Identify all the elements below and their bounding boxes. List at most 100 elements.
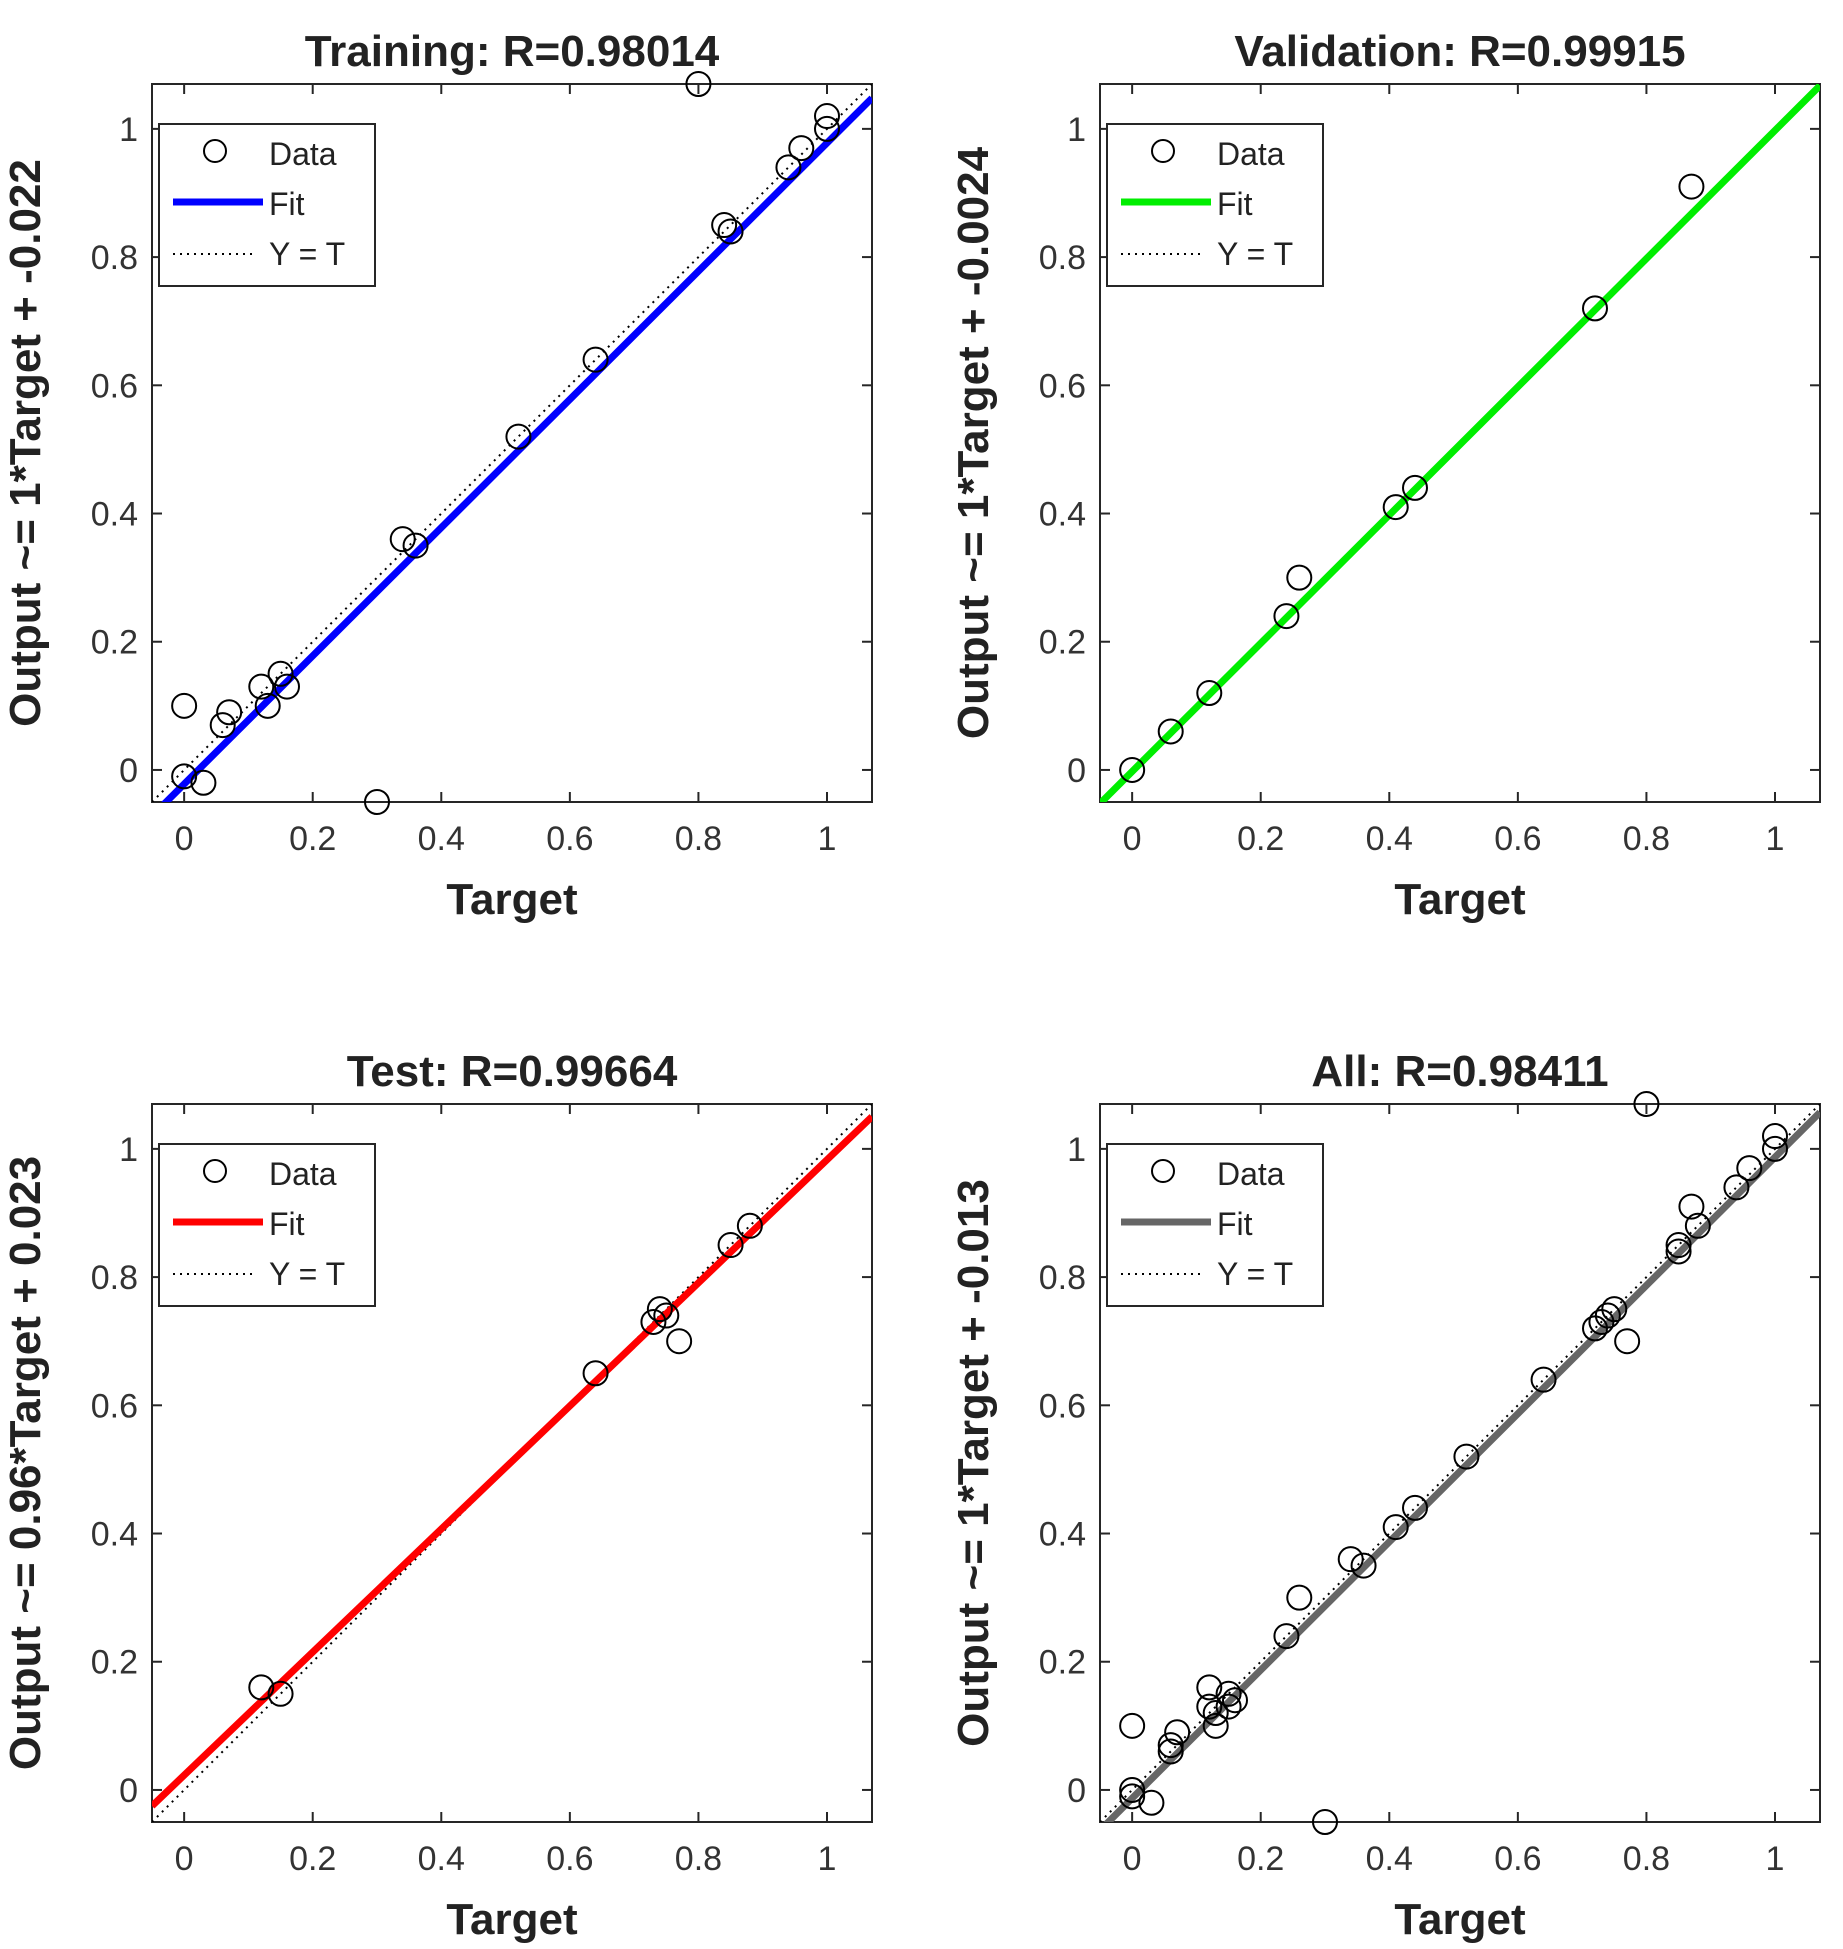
legend-label: Fit xyxy=(269,186,305,222)
legend-label: Data xyxy=(1217,1156,1285,1192)
legend-label: Y = T xyxy=(1217,1256,1293,1292)
y-tick-label: 0.6 xyxy=(91,1387,138,1425)
data-point xyxy=(1601,1296,1628,1323)
data-point xyxy=(1530,1366,1557,1393)
chart-title: Training: R=0.98014 xyxy=(305,27,720,76)
regression-panel-3: 0 0.2 0.4 0.6 0.8 1 0 0.2 0.4 0.6 0.8 1 Test: R=0.99… xyxy=(1,1047,873,1944)
data-points xyxy=(1119,1091,1788,1835)
fit-line xyxy=(1100,84,1820,802)
data-point xyxy=(1337,1546,1364,1573)
data-point xyxy=(640,1308,667,1335)
data-point xyxy=(216,699,243,726)
y-axis-label: Output ~= 1*Target + -0.0024 xyxy=(949,146,998,739)
y-axis-label: Output ~= 1*Target + -0.013 xyxy=(949,1179,998,1747)
legend-data-marker xyxy=(1151,139,1175,163)
data-point xyxy=(1665,1238,1692,1265)
x-axis-label: Target xyxy=(446,875,578,924)
data-point xyxy=(1594,1302,1621,1329)
data-point xyxy=(1138,1789,1165,1816)
data-point xyxy=(248,1674,275,1701)
data-point xyxy=(1402,1494,1428,1521)
data-point xyxy=(1196,1674,1223,1701)
data-point xyxy=(1382,1514,1409,1541)
data-point xyxy=(1119,1712,1146,1739)
y-tick-label: 0.8 xyxy=(1039,1259,1086,1297)
data-point xyxy=(267,660,294,687)
y-tick-label: 0.2 xyxy=(91,624,138,662)
x-tick-label: 0.4 xyxy=(1366,1840,1413,1878)
x-tick-label: 0.2 xyxy=(289,1840,336,1878)
y-tick-label: 0 xyxy=(119,1772,138,1810)
x-tick-label: 0.4 xyxy=(418,820,465,858)
y-tick-label: 0.6 xyxy=(1039,1387,1086,1425)
x-tick-label: 1 xyxy=(1766,820,1785,858)
data-point xyxy=(814,103,840,130)
y-axis-label: Output ~= 0.96*Target + 0.023 xyxy=(1,1156,50,1770)
y-tick-label: 0 xyxy=(1067,1772,1086,1810)
x-tick-label: 0.4 xyxy=(418,1840,465,1878)
x-tick-label: 0.6 xyxy=(1494,820,1541,858)
data-point xyxy=(582,346,609,373)
legend-label: Y = T xyxy=(1217,236,1293,272)
data-point xyxy=(685,71,712,97)
x-tick-label: 0.8 xyxy=(1623,1840,1670,1878)
x-tick-label: 1 xyxy=(818,820,837,858)
y-tick-label: 1 xyxy=(1067,1131,1086,1169)
legend-label: Y = T xyxy=(269,236,345,272)
data-point xyxy=(1215,1680,1242,1707)
legend-label: Data xyxy=(1217,136,1285,172)
data-point xyxy=(717,218,744,245)
data-point xyxy=(190,769,217,796)
legend-label: Fit xyxy=(1217,1206,1253,1242)
data-point xyxy=(1453,1443,1480,1470)
legend-label: Fit xyxy=(1217,186,1253,222)
data-point xyxy=(248,673,275,700)
data-point xyxy=(1273,1623,1300,1650)
data-point xyxy=(1215,1693,1242,1720)
data-point xyxy=(666,1328,693,1355)
data-point xyxy=(1157,1732,1184,1759)
data-point xyxy=(1286,1584,1313,1611)
x-tick-label: 0 xyxy=(175,1840,194,1878)
chart-title: Test: R=0.99664 xyxy=(347,1047,678,1096)
y-tick-label: 0.8 xyxy=(91,239,138,277)
legend-label: Y = T xyxy=(269,1256,345,1292)
data-point xyxy=(1164,1719,1191,1746)
x-tick-label: 0.6 xyxy=(546,1840,593,1878)
x-tick-label: 0.2 xyxy=(1237,820,1284,858)
x-tick-label: 0 xyxy=(175,820,194,858)
data-point xyxy=(1402,474,1428,501)
y-tick-label: 1 xyxy=(119,111,138,149)
data-point xyxy=(1382,494,1409,521)
data-point xyxy=(646,1296,673,1323)
data-point xyxy=(775,154,802,181)
x-tick-label: 0.6 xyxy=(1494,1840,1541,1878)
data-point xyxy=(1202,1700,1229,1727)
regression-panel-4: 0 0.2 0.4 0.6 0.8 1 0 0.2 0.4 0.6 0.8 1 All: R=0.984… xyxy=(949,1047,1821,1944)
data-point xyxy=(1273,603,1300,630)
data-point xyxy=(1582,295,1608,322)
data-point xyxy=(274,673,300,700)
data-points xyxy=(171,71,840,815)
data-point xyxy=(254,692,281,719)
y-tick-label: 0.8 xyxy=(1039,239,1086,277)
y-tick-label: 1 xyxy=(1067,111,1086,149)
data-point xyxy=(1678,173,1705,200)
legend: Data Fit Y = T xyxy=(158,1143,376,1307)
data-point xyxy=(1196,680,1223,707)
y-tick-label: 0.6 xyxy=(91,367,138,405)
data-point xyxy=(364,789,390,815)
data-point xyxy=(1684,1212,1711,1239)
x-tick-label: 0.8 xyxy=(675,820,722,858)
y-tick-label: 0.2 xyxy=(91,1644,138,1682)
y-tick-label: 0.6 xyxy=(1039,367,1086,405)
x-tick-label: 0 xyxy=(1123,1840,1142,1878)
data-point xyxy=(1286,564,1313,591)
chart-title: Validation: R=0.99915 xyxy=(1234,27,1685,76)
y-tick-label: 0.4 xyxy=(1039,496,1086,534)
regression-panel-2: 0 0.2 0.4 0.6 0.8 1 0 0.2 0.4 0.6 0.8 1 Validation: … xyxy=(949,27,1821,924)
data-point xyxy=(1723,1174,1750,1201)
data-point xyxy=(1196,1693,1223,1720)
data-point xyxy=(1202,1712,1229,1739)
